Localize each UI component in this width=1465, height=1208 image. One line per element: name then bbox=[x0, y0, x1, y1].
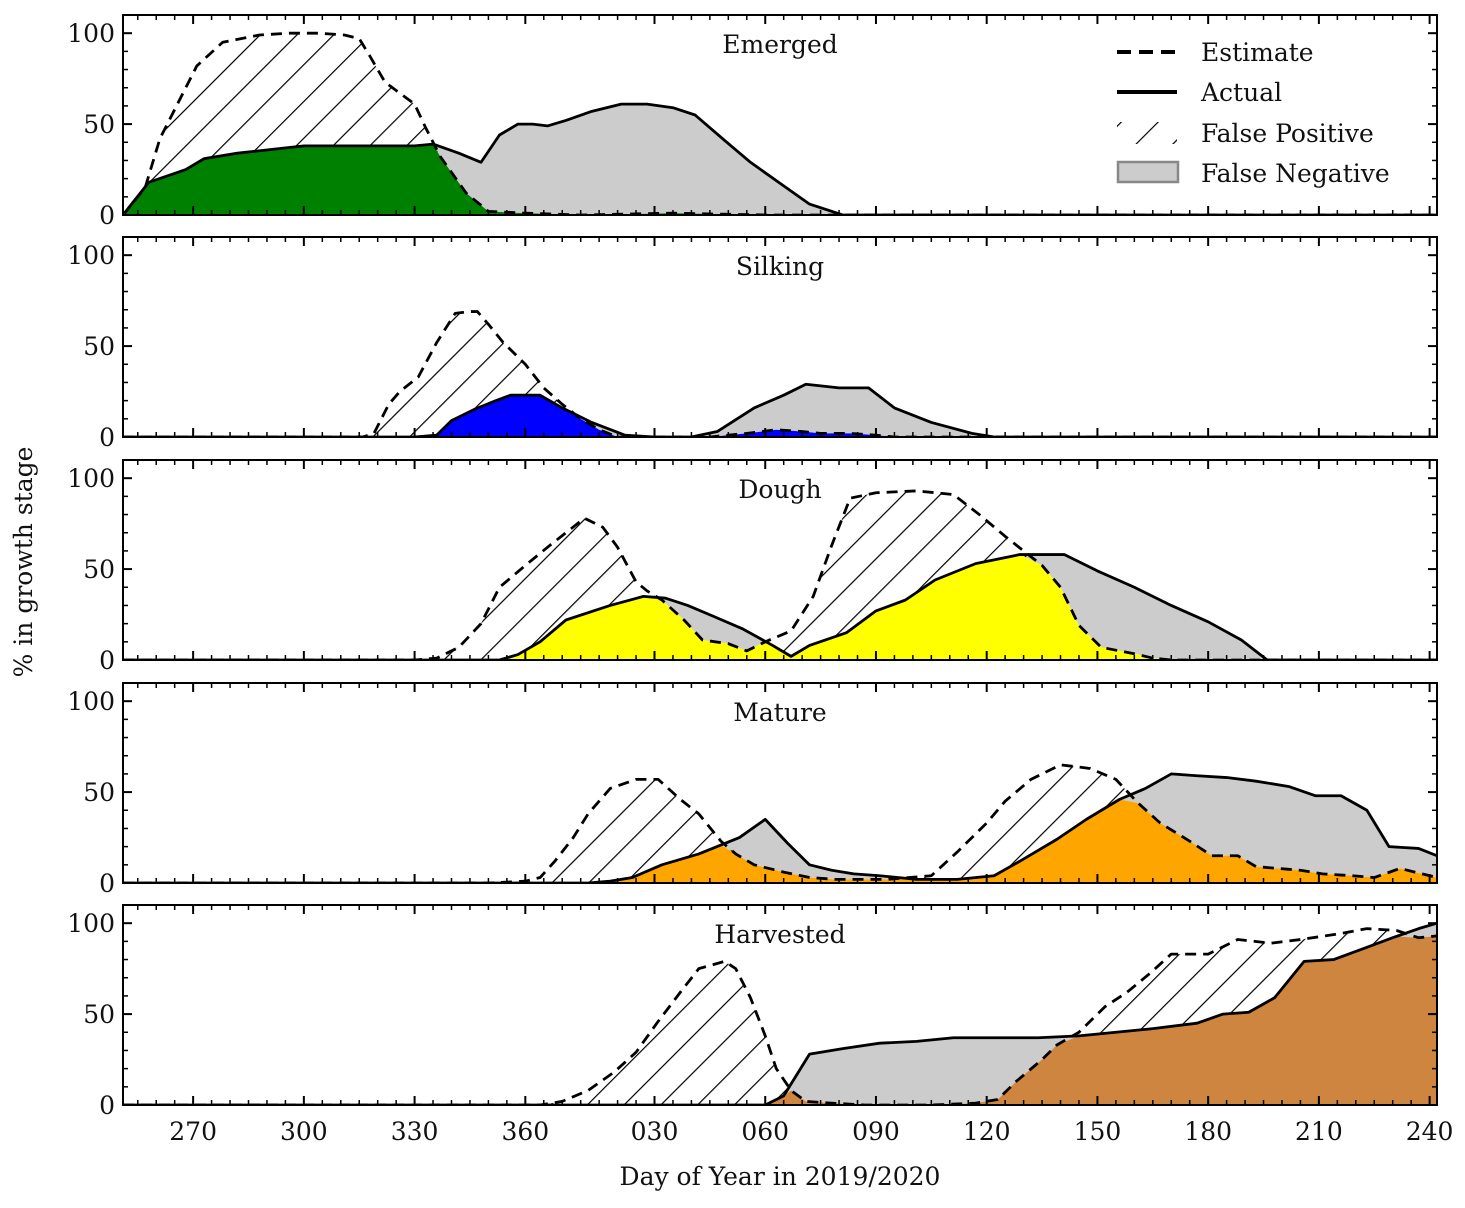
x-tick-label: 030 bbox=[631, 1117, 679, 1146]
panel-frame bbox=[122, 236, 1438, 438]
false-positive-area bbox=[123, 928, 1437, 1105]
x-tick-label: 300 bbox=[280, 1117, 328, 1146]
panel-title: Dough bbox=[738, 475, 821, 504]
false-positive-area bbox=[123, 764, 1437, 883]
panel-mature: Mature 0 50 100 bbox=[67, 682, 1438, 898]
false-positive-area bbox=[123, 33, 1437, 215]
panel-emerged: Emerged 0 50 100 bbox=[67, 14, 1438, 230]
y-tick-label: 50 bbox=[83, 555, 115, 584]
true-positive-area bbox=[123, 799, 1437, 883]
legend: Estimate Actual False Positive False Neg… bbox=[1116, 38, 1390, 188]
panel-title: Silking bbox=[736, 252, 824, 281]
x-axis-label: Day of Year in 2019/2020 bbox=[620, 1162, 941, 1191]
x-tick-label: 360 bbox=[501, 1117, 549, 1146]
legend-false-negative-swatch bbox=[1116, 160, 1180, 184]
x-tick-label: 330 bbox=[391, 1117, 439, 1146]
y-tick-label: 50 bbox=[83, 332, 115, 361]
y-tick-label: 0 bbox=[99, 646, 115, 675]
actual-line bbox=[123, 772, 1437, 883]
y-tick-label: 0 bbox=[99, 869, 115, 898]
estimate-line bbox=[123, 310, 1437, 437]
y-tick-label: 100 bbox=[67, 241, 115, 270]
y-tick-label: 50 bbox=[83, 1000, 115, 1029]
panel-silking: Silking 0 50 100 bbox=[67, 236, 1438, 452]
panel-title: Harvested bbox=[714, 920, 845, 949]
x-tick-label: 120 bbox=[963, 1117, 1011, 1146]
false-negative-area bbox=[123, 773, 1437, 883]
x-tick-label: 090 bbox=[852, 1117, 900, 1146]
panel-title: Mature bbox=[733, 698, 826, 727]
y-tick-label: 0 bbox=[99, 423, 115, 452]
estimate-line bbox=[123, 927, 1437, 1105]
y-tick-label: 0 bbox=[99, 1091, 115, 1120]
panel-frame bbox=[122, 459, 1438, 661]
legend-actual-label: Actual bbox=[1200, 78, 1282, 107]
legend-false-positive-label: False Positive bbox=[1201, 119, 1374, 148]
panel-title: Emerged bbox=[722, 30, 838, 59]
plot-area bbox=[123, 763, 1437, 883]
plot-area bbox=[123, 310, 1437, 437]
plot-area bbox=[123, 489, 1437, 660]
false-negative-area bbox=[123, 554, 1437, 660]
legend-estimate-label: Estimate bbox=[1201, 38, 1314, 67]
y-axis-label: % in growth stage bbox=[9, 447, 38, 678]
panel-frame bbox=[122, 14, 1438, 216]
panel-frame bbox=[122, 904, 1438, 1106]
actual-line bbox=[123, 921, 1437, 1105]
x-tick-label: 180 bbox=[1184, 1117, 1232, 1146]
panel-harvested: Harvested 0 50 100 270 300 330 360 030 060 090 120 1… bbox=[67, 904, 1454, 1146]
false-negative-area bbox=[123, 384, 1437, 437]
legend-false-negative-label: False Negative bbox=[1201, 159, 1390, 188]
actual-line bbox=[123, 382, 1437, 437]
plot-area bbox=[123, 31, 1437, 215]
x-tick-label: 210 bbox=[1295, 1117, 1343, 1146]
true-positive-area bbox=[123, 395, 1437, 437]
x-tick-label: 150 bbox=[1074, 1117, 1122, 1146]
y-tick-label: 100 bbox=[67, 19, 115, 48]
x-tick-label: 060 bbox=[741, 1117, 789, 1146]
panel-dough: Dough 0 50 100 bbox=[67, 459, 1438, 675]
x-tick-label: 240 bbox=[1406, 1117, 1454, 1146]
x-tick-label: 270 bbox=[169, 1117, 217, 1146]
actual-line bbox=[123, 553, 1437, 660]
y-tick-label: 0 bbox=[99, 201, 115, 230]
y-tick-label: 50 bbox=[83, 778, 115, 807]
panels: Emerged050100Silking050100Dough050100Mat… bbox=[67, 14, 1454, 1146]
estimate-line bbox=[123, 763, 1437, 883]
y-tick-label: 100 bbox=[67, 909, 115, 938]
true-positive-area bbox=[123, 144, 1437, 215]
false-negative-area bbox=[123, 104, 1437, 215]
estimate-line bbox=[123, 489, 1437, 660]
y-tick-label: 50 bbox=[83, 110, 115, 139]
y-tick-label: 100 bbox=[67, 464, 115, 493]
plot-area bbox=[123, 921, 1437, 1105]
true-positive-area bbox=[123, 935, 1437, 1105]
panel-frame bbox=[122, 682, 1438, 884]
y-tick-label: 100 bbox=[67, 687, 115, 716]
actual-line bbox=[123, 102, 1437, 215]
legend-false-positive-swatch bbox=[1117, 122, 1177, 144]
false-positive-area bbox=[123, 311, 1437, 437]
estimate-line bbox=[123, 31, 1437, 215]
